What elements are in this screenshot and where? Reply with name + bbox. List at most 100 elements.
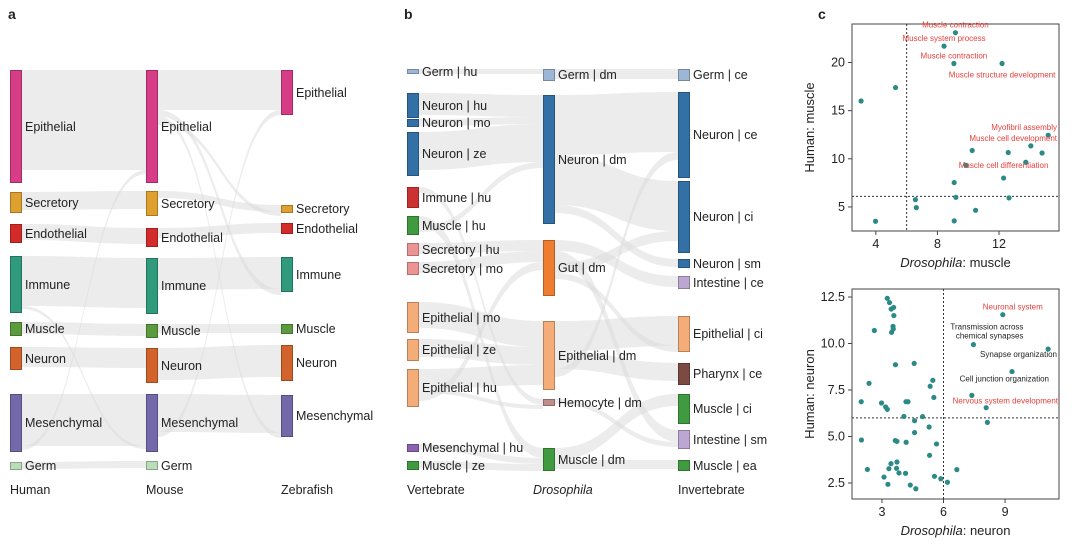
panel-b-flow bbox=[419, 240, 543, 254]
x-axis-label-cell-type: : neuron bbox=[963, 523, 1011, 538]
panel_b-node-label: Neuron | mo bbox=[422, 116, 491, 130]
data-point bbox=[953, 194, 959, 200]
panel_b-node bbox=[678, 276, 690, 289]
data-point bbox=[944, 479, 950, 485]
data-point bbox=[866, 380, 872, 386]
panel-b-flow bbox=[555, 155, 678, 231]
panel_a-node-label: Epithelial bbox=[296, 85, 347, 100]
panel_a-node bbox=[10, 347, 22, 370]
y-tick-label: 5 bbox=[838, 200, 845, 214]
panel_b-node-label: Secretory | mo bbox=[422, 261, 504, 276]
panel_b-node bbox=[407, 262, 419, 275]
panel-a-flow bbox=[158, 116, 281, 438]
panel-b-flow bbox=[555, 399, 678, 447]
panel_b-node bbox=[678, 363, 690, 385]
panel_a-node bbox=[281, 324, 293, 334]
data-point bbox=[1000, 312, 1006, 318]
panel-a-flow bbox=[22, 322, 146, 336]
data-point bbox=[919, 413, 926, 420]
data-point bbox=[886, 466, 892, 472]
panel_a-node-label: Germ bbox=[25, 459, 57, 473]
panel_a-node-label: Secretory bbox=[161, 196, 215, 211]
data-point bbox=[952, 30, 959, 36]
data-point bbox=[927, 383, 933, 389]
point-annotation: Neuronal system bbox=[983, 303, 1043, 312]
data-point bbox=[893, 465, 900, 471]
panel_a-node-label: Muscle bbox=[161, 324, 201, 338]
data-point bbox=[938, 476, 944, 482]
panel_b-node-label: Neuron | dm bbox=[558, 152, 627, 167]
data-point bbox=[951, 218, 957, 224]
panel_a-node bbox=[146, 191, 158, 216]
data-point bbox=[901, 413, 907, 420]
data-point bbox=[884, 295, 890, 301]
scatter-muscle: 4 8 12 5 10 15 20 Muscle contraction Muscle syst… bbox=[802, 21, 1060, 270]
data-point bbox=[892, 84, 899, 91]
data-point bbox=[963, 162, 969, 168]
panel_a-node-label: Immune bbox=[25, 277, 71, 292]
y-tick-label: 5.0 bbox=[828, 430, 845, 444]
panel_a-node bbox=[281, 205, 293, 213]
column-label-zebrafish: Zebrafish bbox=[281, 483, 334, 497]
panel-b-flow bbox=[419, 69, 543, 74]
panel_a-node-label: Muscle bbox=[296, 322, 336, 336]
panel_a-node-label: Endothelial bbox=[161, 230, 223, 245]
panel_b-node-label: Mesenchymal | hu bbox=[422, 441, 524, 455]
y-tick-label: 15 bbox=[831, 104, 845, 118]
column-label-drosophila: Drosophila bbox=[533, 483, 593, 497]
panel_a-node-label: Secretory bbox=[25, 195, 79, 210]
panel_a-node-label: Neuron bbox=[161, 358, 202, 373]
column-label-vertebrate: Vertebrate bbox=[407, 483, 465, 497]
panel_a-node bbox=[146, 258, 158, 314]
data-point bbox=[933, 441, 940, 447]
panel-b-flow bbox=[419, 162, 543, 232]
panel_b-node-label: Muscle | dm bbox=[558, 452, 626, 467]
panel_a-node bbox=[281, 223, 293, 234]
data-point bbox=[864, 466, 870, 473]
panel_b-node bbox=[407, 119, 419, 127]
point-annotation: Muscle contraction bbox=[921, 51, 988, 60]
y-axis-label: Human: neuron bbox=[802, 349, 817, 439]
panel_a-node bbox=[146, 70, 158, 183]
panel_a-node-label: Secretory bbox=[296, 202, 350, 216]
point-annotation: Muscle contraction bbox=[922, 21, 989, 30]
panel-a-flow bbox=[22, 224, 146, 244]
panel-b-flow bbox=[419, 251, 543, 273]
data-point bbox=[911, 418, 918, 424]
panel-b-flow bbox=[555, 394, 678, 460]
data-point bbox=[1023, 159, 1029, 165]
panel_a-node bbox=[10, 256, 22, 313]
panel_b-node-label: Neuron | hu bbox=[422, 98, 488, 113]
panel-b-flow bbox=[555, 273, 678, 352]
data-point bbox=[907, 482, 913, 488]
panel-a-flow bbox=[158, 345, 281, 380]
point-annotation: Nervous system development bbox=[953, 397, 1059, 406]
data-point bbox=[888, 329, 895, 335]
panel_b-node-label: Hemocyte | dm bbox=[558, 395, 642, 410]
data-point bbox=[902, 470, 909, 476]
y-tick-label: 10.0 bbox=[821, 336, 845, 350]
column-label-human: Human bbox=[10, 483, 51, 497]
data-point bbox=[1028, 143, 1034, 149]
x-axis-label-species: Drosophila bbox=[900, 255, 962, 270]
panel_b-node bbox=[407, 93, 419, 118]
data-point bbox=[951, 179, 957, 186]
data-point bbox=[931, 473, 938, 479]
data-point bbox=[881, 474, 887, 480]
panel-b-flow bbox=[555, 92, 678, 155]
panel_b-node-label: Epithelial | mo bbox=[422, 310, 501, 325]
data-point bbox=[911, 360, 917, 367]
point-annotation: Muscle cell differentiation bbox=[959, 161, 1049, 170]
x-axis-label-species: Drosophila bbox=[901, 523, 963, 538]
x-axis-label: Drosophila: muscle bbox=[900, 255, 1011, 270]
panel-b-flow bbox=[419, 93, 543, 117]
data-point bbox=[891, 312, 897, 319]
panel-b-flow bbox=[419, 444, 543, 464]
panel_b-node bbox=[543, 399, 555, 406]
x-axis-label: Drosophila: neuron bbox=[901, 523, 1011, 538]
data-point bbox=[913, 205, 919, 211]
x-tick-label: 9 bbox=[1002, 505, 1009, 519]
panel_a-node bbox=[146, 348, 158, 383]
panel-a-flow bbox=[22, 70, 146, 170]
panel_a-node bbox=[146, 324, 158, 338]
